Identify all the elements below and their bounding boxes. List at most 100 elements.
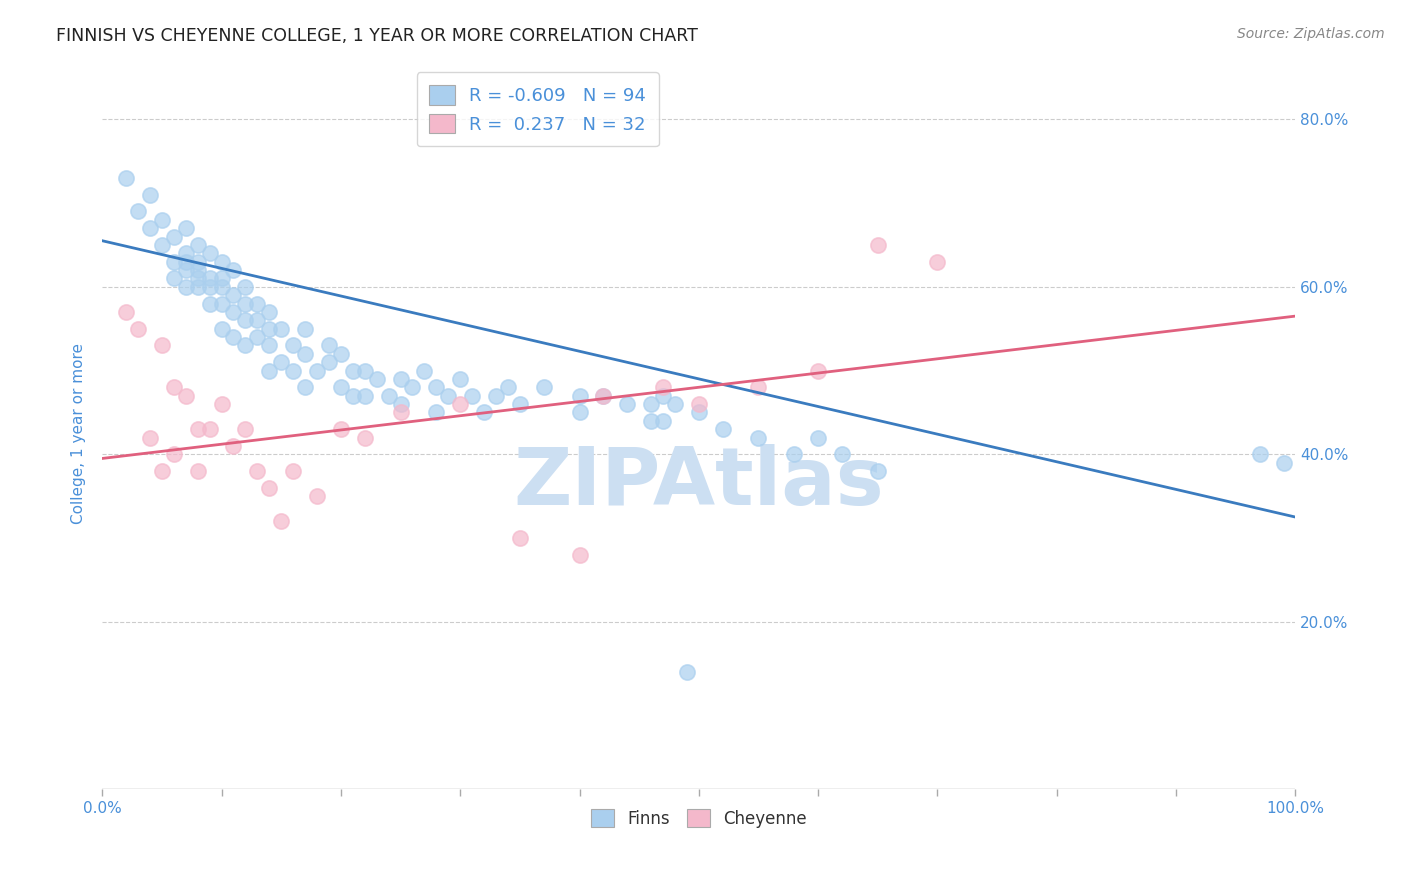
- Point: [163, 380, 186, 394]
- Point: [509, 531, 531, 545]
- Point: [163, 271, 186, 285]
- Point: [150, 338, 173, 352]
- Point: [783, 447, 806, 461]
- Point: [342, 389, 364, 403]
- Point: [353, 389, 375, 403]
- Point: [187, 464, 209, 478]
- Point: [294, 380, 316, 394]
- Text: FINNISH VS CHEYENNE COLLEGE, 1 YEAR OR MORE CORRELATION CHART: FINNISH VS CHEYENNE COLLEGE, 1 YEAR OR M…: [56, 27, 699, 45]
- Point: [568, 389, 591, 403]
- Point: [807, 430, 830, 444]
- Text: Source: ZipAtlas.com: Source: ZipAtlas.com: [1237, 27, 1385, 41]
- Point: [652, 380, 675, 394]
- Point: [211, 296, 233, 310]
- Point: [413, 363, 436, 377]
- Point: [807, 363, 830, 377]
- Point: [329, 422, 352, 436]
- Point: [139, 187, 162, 202]
- Point: [198, 296, 221, 310]
- Point: [1249, 447, 1271, 461]
- Point: [187, 280, 209, 294]
- Point: [281, 464, 304, 478]
- Point: [163, 447, 186, 461]
- Point: [127, 321, 149, 335]
- Point: [616, 397, 638, 411]
- Point: [305, 489, 328, 503]
- Point: [235, 313, 257, 327]
- Point: [711, 422, 734, 436]
- Point: [640, 397, 662, 411]
- Point: [281, 338, 304, 352]
- Point: [222, 330, 245, 344]
- Point: [139, 221, 162, 235]
- Point: [831, 447, 853, 461]
- Point: [449, 372, 471, 386]
- Point: [425, 380, 447, 394]
- Point: [533, 380, 555, 394]
- Point: [747, 430, 769, 444]
- Point: [652, 414, 675, 428]
- Point: [174, 280, 197, 294]
- Point: [222, 288, 245, 302]
- Point: [353, 430, 375, 444]
- Point: [198, 246, 221, 260]
- Point: [246, 330, 269, 344]
- Point: [270, 514, 292, 528]
- Point: [389, 372, 412, 386]
- Point: [640, 414, 662, 428]
- Point: [115, 170, 138, 185]
- Point: [259, 305, 281, 319]
- Point: [115, 305, 138, 319]
- Legend: Finns, Cheyenne: Finns, Cheyenne: [583, 802, 814, 834]
- Point: [592, 389, 614, 403]
- Point: [509, 397, 531, 411]
- Point: [198, 422, 221, 436]
- Point: [259, 338, 281, 352]
- Point: [187, 422, 209, 436]
- Point: [294, 347, 316, 361]
- Point: [318, 355, 340, 369]
- Point: [389, 405, 412, 419]
- Point: [127, 204, 149, 219]
- Point: [1272, 456, 1295, 470]
- Point: [270, 355, 292, 369]
- Point: [163, 229, 186, 244]
- Point: [676, 665, 699, 679]
- Point: [259, 363, 281, 377]
- Point: [747, 380, 769, 394]
- Y-axis label: College, 1 year or more: College, 1 year or more: [72, 343, 86, 524]
- Point: [425, 405, 447, 419]
- Point: [377, 389, 399, 403]
- Point: [139, 430, 162, 444]
- Text: ZIPAtlas: ZIPAtlas: [513, 444, 884, 522]
- Point: [592, 389, 614, 403]
- Point: [174, 389, 197, 403]
- Point: [211, 254, 233, 268]
- Point: [198, 271, 221, 285]
- Point: [353, 363, 375, 377]
- Point: [270, 321, 292, 335]
- Point: [437, 389, 460, 403]
- Point: [652, 389, 675, 403]
- Point: [294, 321, 316, 335]
- Point: [449, 397, 471, 411]
- Point: [472, 405, 495, 419]
- Point: [211, 280, 233, 294]
- Point: [664, 397, 686, 411]
- Point: [485, 389, 508, 403]
- Point: [187, 254, 209, 268]
- Point: [174, 221, 197, 235]
- Point: [187, 238, 209, 252]
- Point: [366, 372, 388, 386]
- Point: [281, 363, 304, 377]
- Point: [174, 254, 197, 268]
- Point: [235, 338, 257, 352]
- Point: [318, 338, 340, 352]
- Point: [150, 212, 173, 227]
- Point: [211, 271, 233, 285]
- Point: [211, 321, 233, 335]
- Point: [866, 464, 889, 478]
- Point: [163, 254, 186, 268]
- Point: [568, 405, 591, 419]
- Point: [246, 464, 269, 478]
